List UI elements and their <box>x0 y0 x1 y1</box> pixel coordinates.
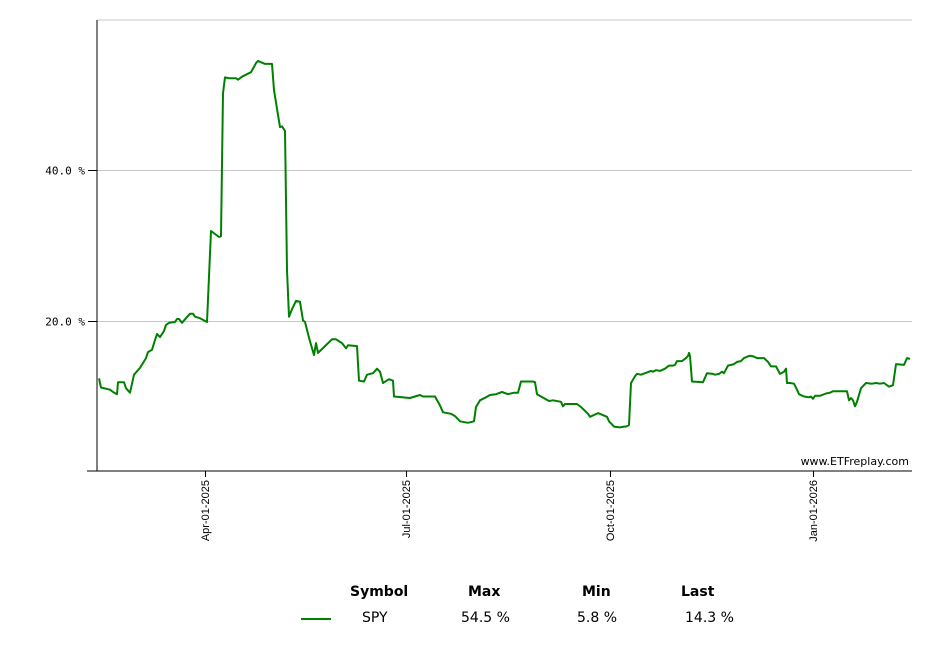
x-axis-ticks: Apr-01-2025 Jul-01-2025 Oct-01-2025 Jan-01-… <box>200 471 820 542</box>
y-tick-label: 40.0 % <box>45 165 85 178</box>
legend-symbol: SPY <box>362 610 388 626</box>
x-tick-label: Jul-01-2025 <box>401 480 413 538</box>
x-tick-label: Jan-01-2026 <box>808 480 820 542</box>
legend-min: 5.8 % <box>577 610 618 626</box>
watermark: www.ETFreplay.com <box>801 455 909 468</box>
legend-swatch-spy <box>301 618 331 620</box>
y-tick-label: 20.0 % <box>45 316 85 329</box>
x-tick-label: Apr-01-2025 <box>200 480 212 541</box>
x-tick-label: Oct-01-2025 <box>605 480 617 541</box>
legend-header-last: Last <box>681 584 715 600</box>
legend-max: 54.5 % <box>461 610 510 626</box>
legend-header-symbol: Symbol <box>350 584 409 600</box>
spy-series-line <box>98 59 911 429</box>
gridlines <box>97 19 912 322</box>
y-axis-ticks: 20.0 % 40.0 % <box>45 165 97 329</box>
legend-last: 14.3 % <box>685 610 734 626</box>
line-chart: 20.0 % 40.0 % Apr-01-2025 Jul-01-2025 Oct-0… <box>45 19 912 542</box>
legend-header-min: Min <box>582 584 611 600</box>
legend-header-max: Max <box>468 584 501 600</box>
